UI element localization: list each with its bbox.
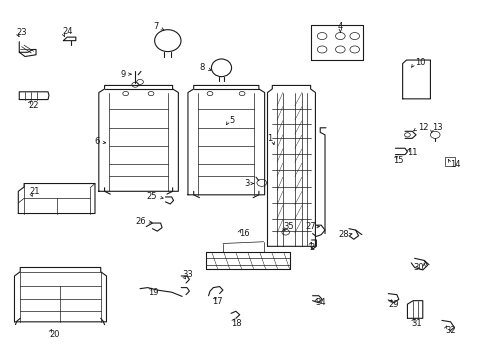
Text: 4: 4 (337, 22, 342, 31)
Text: 29: 29 (387, 300, 398, 309)
Text: 24: 24 (62, 27, 73, 36)
Text: 3: 3 (244, 179, 249, 188)
Text: 28: 28 (338, 230, 348, 239)
Text: 18: 18 (231, 319, 241, 328)
Text: 11: 11 (407, 148, 417, 157)
Text: 6: 6 (94, 138, 99, 147)
Text: 31: 31 (410, 319, 421, 328)
Text: 2: 2 (308, 243, 314, 252)
Text: 23: 23 (17, 28, 27, 37)
Text: 15: 15 (392, 156, 403, 165)
Text: 22: 22 (28, 101, 39, 110)
Text: 19: 19 (147, 288, 158, 297)
Text: 26: 26 (135, 217, 146, 226)
Text: 34: 34 (315, 298, 325, 307)
Text: 1: 1 (266, 134, 272, 143)
Text: 21: 21 (30, 187, 40, 196)
Text: 35: 35 (282, 222, 293, 231)
Text: 17: 17 (211, 297, 222, 306)
Text: 32: 32 (444, 327, 454, 336)
Text: 20: 20 (49, 330, 60, 339)
Text: 16: 16 (238, 229, 249, 238)
Text: 10: 10 (414, 58, 424, 67)
Bar (444, 157, 454, 166)
Text: 33: 33 (182, 270, 193, 279)
Text: 12: 12 (417, 123, 427, 132)
Text: 13: 13 (431, 123, 442, 132)
Text: 30: 30 (413, 263, 424, 272)
Text: 5: 5 (229, 116, 234, 125)
Text: 7: 7 (153, 22, 158, 31)
Text: 25: 25 (146, 193, 157, 202)
Text: 9: 9 (120, 70, 125, 79)
Text: 8: 8 (200, 63, 205, 72)
Text: 27: 27 (305, 222, 316, 231)
Text: 14: 14 (449, 159, 460, 168)
